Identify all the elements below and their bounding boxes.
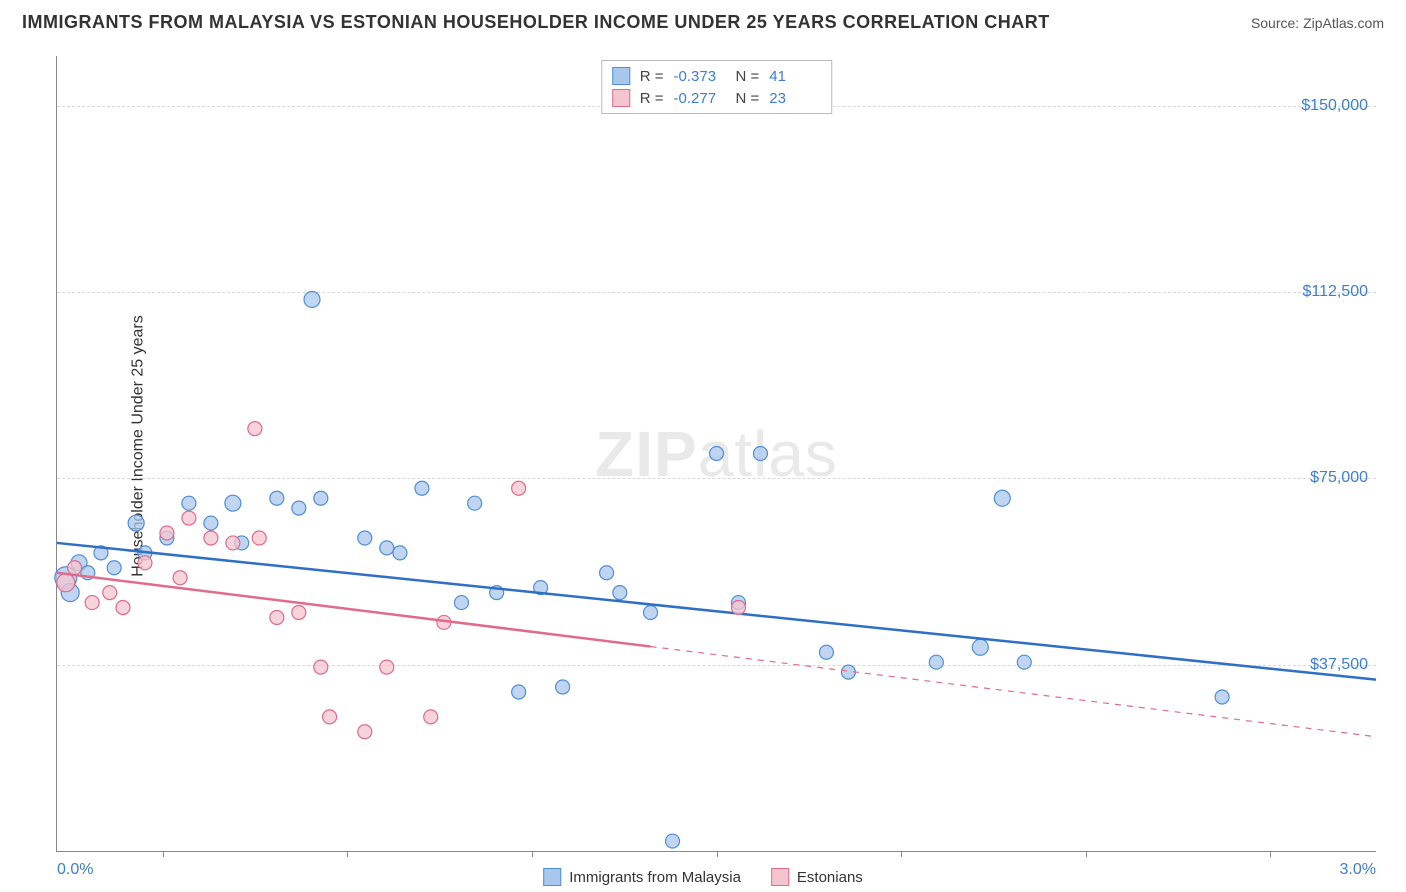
data-point-malaysia xyxy=(204,516,218,530)
data-point-malaysia xyxy=(666,834,680,848)
data-point-estonians xyxy=(182,511,196,525)
data-point-malaysia xyxy=(512,685,526,699)
data-point-malaysia xyxy=(972,639,988,655)
data-point-malaysia xyxy=(292,501,306,515)
data-point-estonians xyxy=(204,531,218,545)
data-point-malaysia xyxy=(929,655,943,669)
n-value-malaysia: 41 xyxy=(769,68,821,85)
r-value-estonians: -0.277 xyxy=(674,90,726,107)
stats-row-malaysia: R = -0.373 N = 41 xyxy=(612,65,822,87)
data-point-estonians xyxy=(323,710,337,724)
data-point-malaysia xyxy=(128,515,144,531)
swatch-estonians xyxy=(612,89,630,107)
data-point-estonians xyxy=(226,536,240,550)
legend-item-malaysia: Immigrants from Malaysia xyxy=(543,868,741,886)
chart-area: ZIPatlas $37,500$75,000$112,500$150,000 … xyxy=(56,56,1376,852)
data-point-malaysia xyxy=(225,495,241,511)
data-point-malaysia xyxy=(107,561,121,575)
chart-title: IMMIGRANTS FROM MALAYSIA VS ESTONIAN HOU… xyxy=(22,12,1050,33)
data-point-estonians xyxy=(68,561,82,575)
data-point-malaysia xyxy=(393,546,407,560)
stats-legend-box: R = -0.373 N = 41 R = -0.277 N = 23 xyxy=(601,60,833,114)
bottom-legend: Immigrants from Malaysia Estonians xyxy=(543,868,863,886)
data-point-estonians xyxy=(57,574,75,592)
data-point-malaysia xyxy=(1215,690,1229,704)
data-point-malaysia xyxy=(304,291,320,307)
data-point-estonians xyxy=(731,601,745,615)
data-point-malaysia xyxy=(753,447,767,461)
data-point-malaysia xyxy=(613,586,627,600)
data-point-estonians xyxy=(424,710,438,724)
data-point-malaysia xyxy=(468,496,482,510)
legend-swatch-estonians xyxy=(771,868,789,886)
data-point-estonians xyxy=(292,606,306,620)
data-point-estonians xyxy=(248,422,262,436)
trend-line-malaysia xyxy=(57,543,1376,680)
data-point-malaysia xyxy=(994,490,1010,506)
data-point-estonians xyxy=(160,526,174,540)
n-label: N = xyxy=(736,68,760,85)
data-point-estonians xyxy=(314,660,328,674)
n-label: N = xyxy=(736,90,760,107)
data-point-estonians xyxy=(103,586,117,600)
trend-line-dashed-estonians xyxy=(651,647,1376,737)
r-label: R = xyxy=(640,68,664,85)
source-label: Source: ZipAtlas.com xyxy=(1251,15,1384,31)
data-point-malaysia xyxy=(270,491,284,505)
trend-line-estonians xyxy=(57,573,651,647)
legend-item-estonians: Estonians xyxy=(771,868,863,886)
data-point-malaysia xyxy=(556,680,570,694)
data-point-malaysia xyxy=(1017,655,1031,669)
data-point-malaysia xyxy=(454,596,468,610)
data-point-malaysia xyxy=(644,606,658,620)
data-point-estonians xyxy=(173,571,187,585)
n-value-estonians: 23 xyxy=(769,90,821,107)
data-point-malaysia xyxy=(358,531,372,545)
swatch-malaysia xyxy=(612,67,630,85)
data-point-malaysia xyxy=(415,481,429,495)
data-point-malaysia xyxy=(819,645,833,659)
data-point-estonians xyxy=(138,556,152,570)
data-point-estonians xyxy=(358,725,372,739)
legend-label-malaysia: Immigrants from Malaysia xyxy=(569,869,741,886)
legend-swatch-malaysia xyxy=(543,868,561,886)
stats-row-estonians: R = -0.277 N = 23 xyxy=(612,87,822,109)
x-axis-min-label: 0.0% xyxy=(57,861,93,879)
data-point-estonians xyxy=(252,531,266,545)
data-point-estonians xyxy=(380,660,394,674)
header: IMMIGRANTS FROM MALAYSIA VS ESTONIAN HOU… xyxy=(0,0,1406,41)
data-point-malaysia xyxy=(182,496,196,510)
data-point-estonians xyxy=(270,610,284,624)
data-point-malaysia xyxy=(710,447,724,461)
x-axis-max-label: 3.0% xyxy=(1340,861,1376,879)
data-point-malaysia xyxy=(600,566,614,580)
legend-label-estonians: Estonians xyxy=(797,869,863,886)
data-point-malaysia xyxy=(380,541,394,555)
data-point-estonians xyxy=(116,601,130,615)
scatter-plot xyxy=(57,56,1376,851)
data-point-malaysia xyxy=(314,491,328,505)
data-point-estonians xyxy=(512,481,526,495)
r-label: R = xyxy=(640,90,664,107)
data-point-estonians xyxy=(85,596,99,610)
r-value-malaysia: -0.373 xyxy=(674,68,726,85)
